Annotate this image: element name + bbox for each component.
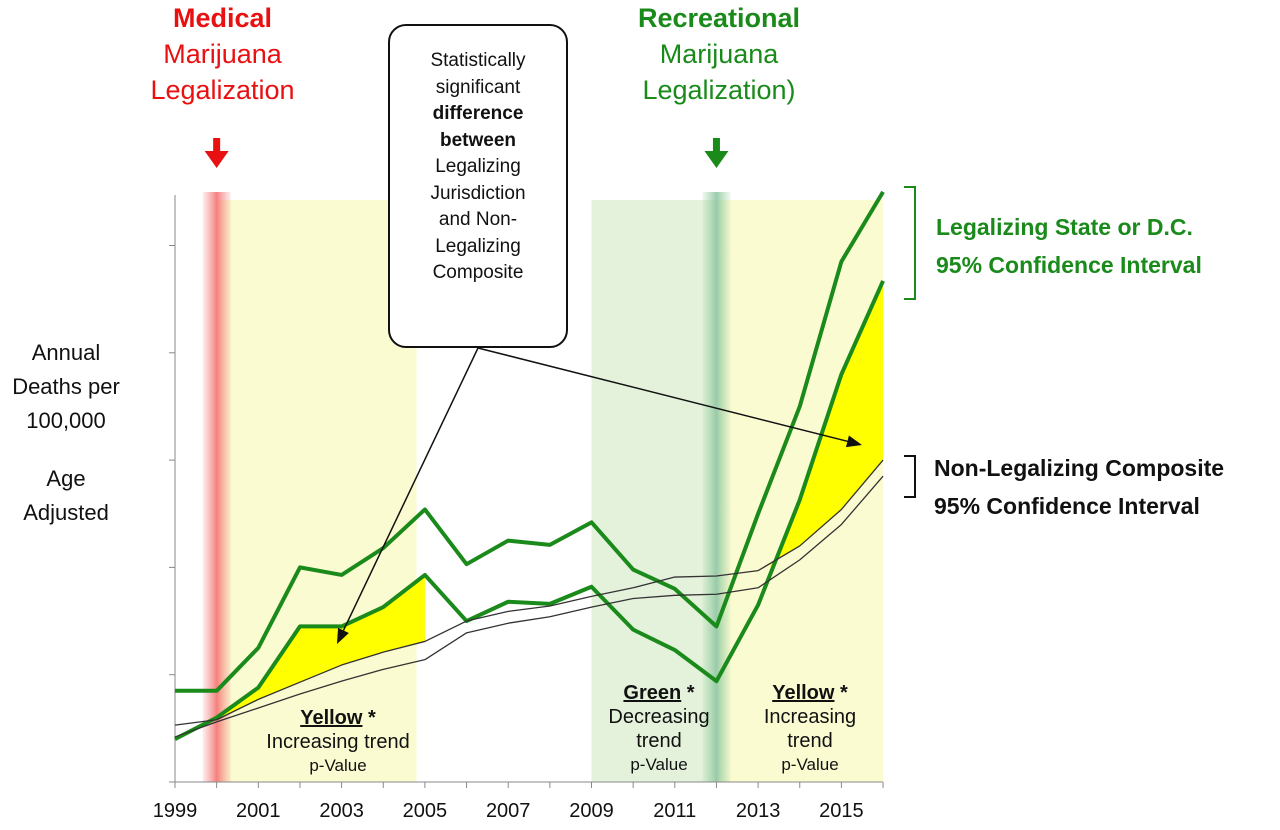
legalizing-ci-bracket [904,186,916,300]
recreational-line3: Legalization) [642,75,796,105]
x-tick-label: 2007 [485,800,531,822]
callout-arrow-left-line [342,347,479,631]
nonlegal-ci-lower-line [174,475,884,738]
trend1-line2: p-Value [309,756,367,775]
ylabel-line1: Annual [31,340,101,365]
legalizing-ci-label: Legalizing State or D.C. 95% Confidence … [936,208,1202,284]
trend3-line2: trend [787,730,833,752]
ylabel-line3: 100,000 [26,408,106,433]
callout-line: Statistically [430,50,526,71]
medical-line3: Legalization [150,75,295,105]
shaded-period-green [591,200,717,782]
ylabel-line4: Age [46,466,86,491]
callout-line: between [439,129,517,151]
nonlegal-ci-line1: Non-Legalizing Composite [934,455,1225,481]
x-tick-label: 1999 [152,800,198,822]
trend3-line1: Increasing [763,706,857,728]
nonlegal-ci-upper-line [174,459,884,726]
x-tick-label: 2009 [569,800,614,822]
callout-line: and Non- [438,209,518,230]
x-tick-label: 2001 [236,800,281,822]
medical-arrow [204,138,229,168]
recreational-line2: Marijuana [659,39,779,69]
significance-fill-region [770,280,884,574]
medical-line2: Marijuana [163,39,282,69]
recreational-event-band [702,192,731,782]
recreational-arrow-head [704,151,729,168]
trend1-line1: Increasing trend [266,731,410,753]
significance-callout: Statistically significant difference bet… [388,24,568,348]
callout-arrow-left [337,347,479,644]
ylabel-line5: Adjusted [23,500,109,525]
x-tick-label: 2011 [653,800,697,822]
recreational-arrow-shaft [712,138,720,152]
shaded-periods [202,192,884,782]
callout-arrow-left-head [337,627,349,644]
x-tick-label: 2005 [402,800,448,822]
callout-arrow-right [477,347,862,448]
trend1-star: * [362,707,376,729]
ylabel-line2: Deaths per [12,374,120,399]
callout-line: Jurisdiction [430,182,526,204]
medical-arrow-head [204,151,229,168]
annotation-arrows [204,138,916,644]
nonlegal-ci-line2: 95% Confidence Interval [934,493,1200,519]
medical-annotation: Medical Marijuana Legalization [115,0,330,108]
trend-label-1: Yellow * Increasing trend p-Value [232,706,444,778]
trend-label-2: Green * Decreasing trend p-Value [597,681,721,777]
medical-event-band [202,192,231,782]
callout-line: Legalizing [435,235,521,257]
trend3-line3: p-Value [781,755,839,774]
nonlegal-ci-bracket [904,455,916,498]
callout-arrow-right-head [845,435,862,448]
trend2-line3: p-Value [630,755,688,774]
trend3-star: * [834,682,848,704]
legalizing-ci-line2: 95% Confidence Interval [936,252,1202,278]
significance-fill [216,280,884,720]
trend2-line2: trend [636,730,682,752]
x-tick-label: 2013 [735,800,781,822]
trend1-title: Yellow [300,707,363,729]
x-tick-label: 2015 [819,800,864,822]
trend2-star: * [681,682,695,704]
y-axis-label-sub: Age Adjusted [10,462,122,530]
callout-line: Composite [432,262,524,283]
callout-arrow-right-line [477,347,848,443]
trend3-title: Yellow [772,682,835,704]
series-lines [174,190,885,741]
shaded-period-yellow [216,200,417,782]
nonlegal-ci-label: Non-Legalizing Composite 95% Confidence … [934,449,1224,525]
trend-label-3: Yellow * Increasing trend p-Value [748,681,872,777]
medical-title: Medical [172,3,273,33]
recreational-annotation: Recreational Marijuana Legalization) [600,0,838,108]
medical-arrow-shaft [213,138,221,152]
trend2-line1: Decreasing [608,706,710,728]
x-tick-label: 2003 [319,800,364,822]
recreational-arrow [704,138,729,168]
callout-line: difference [432,103,524,124]
trend2-title: Green [623,682,682,704]
significance-fill-region [216,574,425,720]
recreational-title: Recreational [637,3,801,33]
legalizing-ci-upper-line [175,190,885,693]
callout-line: significant [435,76,521,98]
legalizing-ci-line1: Legalizing State or D.C. [936,214,1193,240]
callout-line: Legalizing [435,156,521,177]
axes [169,195,884,788]
y-axis-label: Annual Deaths per 100,000 [10,336,122,438]
legalizing-ci-lower-line [174,280,885,741]
